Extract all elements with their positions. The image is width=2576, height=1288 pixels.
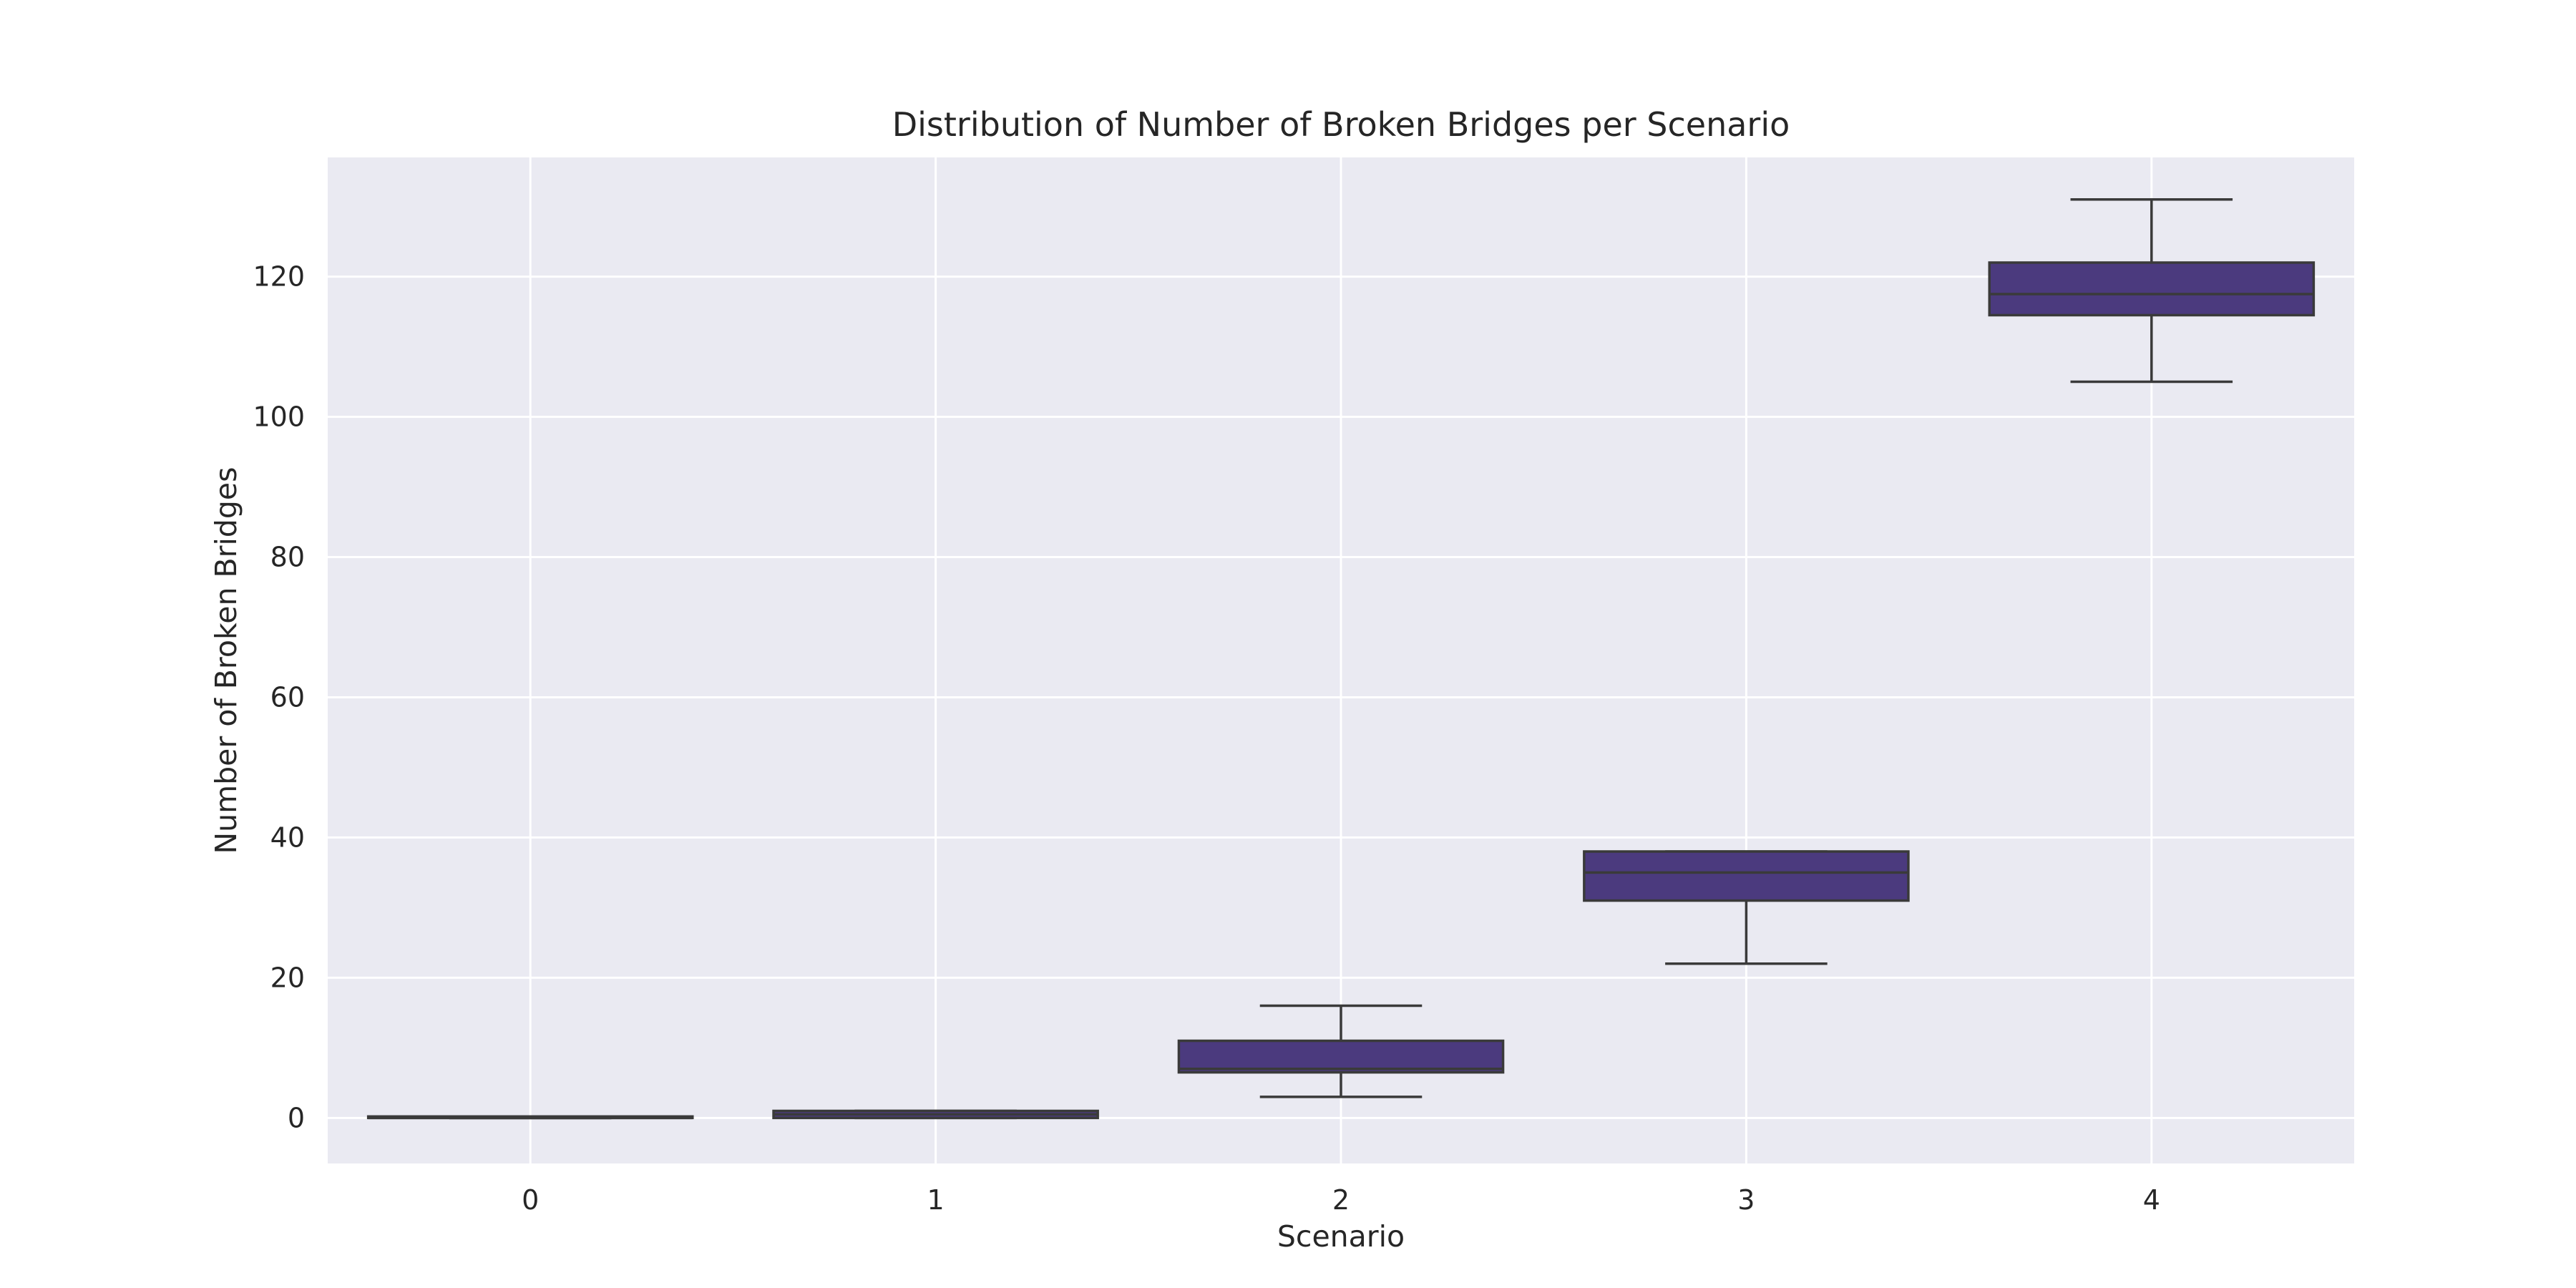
y-tick-label: 100 [253,401,305,433]
y-axis-label: Number of Broken Bridges [209,467,243,854]
iqr-box [1177,1039,1505,1074]
box-scenario-2 [1177,1004,1505,1098]
y-tick-label: 120 [253,261,305,293]
box-scenario-4 [1988,198,2316,384]
x-tick-label: 4 [2143,1184,2160,1216]
x-tick-label: 1 [927,1184,945,1216]
y-tick-label: 60 [270,681,305,713]
y-tick-label: 20 [270,962,305,993]
box-scenario-1 [772,1109,1099,1120]
y-tick-labels: 0 20 40 60 80 100 120 [253,261,305,1134]
x-tick-label: 2 [1332,1184,1350,1216]
iqr-box [1583,850,1910,902]
iqr-box [1988,261,2316,317]
y-tick-label: 80 [270,541,305,572]
chart-title: Distribution of Number of Broken Bridges… [892,105,1790,144]
y-tick-label: 0 [288,1102,305,1133]
x-tick-labels: 0 1 2 3 4 [522,1184,2160,1216]
x-axis-label: Scenario [1277,1219,1405,1254]
grid-layer [328,157,2354,1163]
x-tick-label: 0 [522,1184,539,1216]
boxes-layer [366,198,2316,1120]
x-tick-label: 3 [1737,1184,1755,1216]
y-tick-label: 40 [270,821,305,853]
box-scenario-0 [366,1115,694,1120]
box-scenario-3 [1583,850,1910,965]
